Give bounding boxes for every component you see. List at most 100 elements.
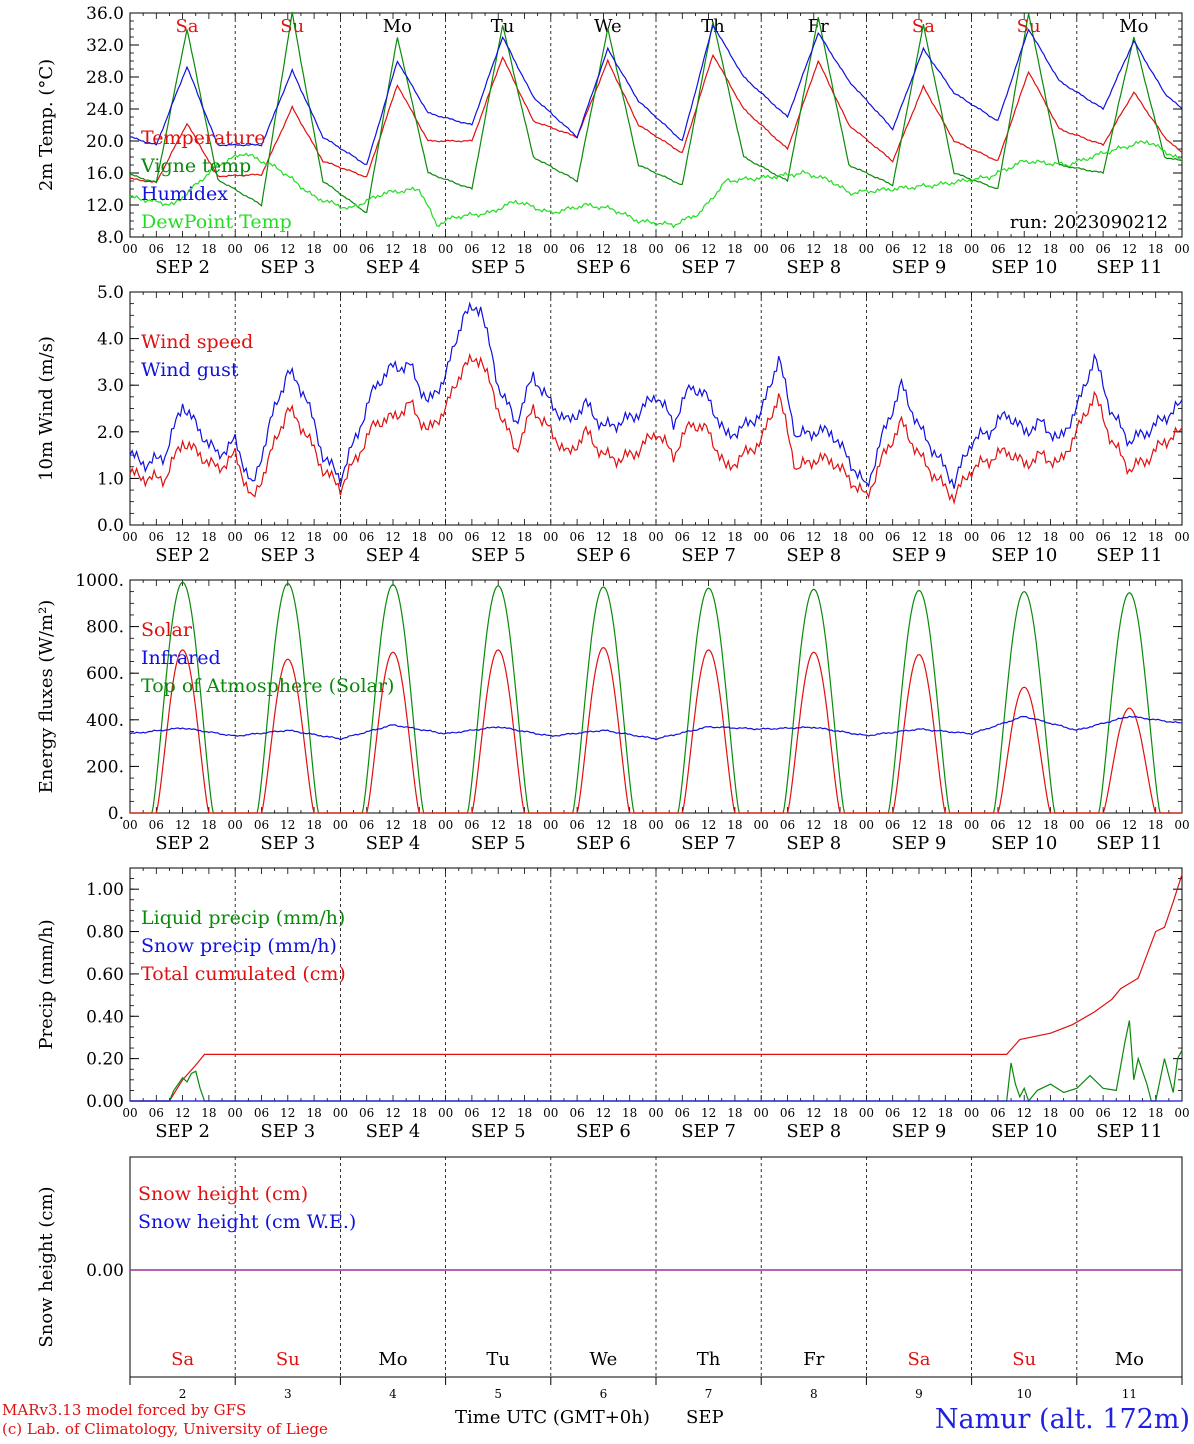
hour-label: 06 bbox=[359, 818, 374, 832]
y-axis-label: 10m Wind (m/s) bbox=[36, 336, 57, 481]
hour-label: 18 bbox=[306, 242, 321, 256]
panel-5: Snow height (cm) 0.00 Snow height (cm) Snow… bbox=[36, 1156, 1183, 1401]
series-line-wind-speed bbox=[129, 352, 1183, 505]
hour-label: 18 bbox=[622, 530, 637, 544]
hour-label: 12 bbox=[596, 530, 611, 544]
station-name: Namur (alt. 172m) bbox=[935, 1404, 1190, 1435]
panel-frame bbox=[129, 12, 1183, 238]
day-label: SEP 9 bbox=[892, 257, 947, 278]
hour-label: 12 bbox=[1017, 1106, 1032, 1120]
weekday-label: Su bbox=[276, 1349, 300, 1370]
weekday-label: Th bbox=[697, 1349, 721, 1370]
weekday-label: Tu bbox=[486, 1349, 510, 1370]
hour-label: 06 bbox=[1095, 242, 1110, 256]
hour-label: 18 bbox=[306, 1106, 321, 1120]
weekday-label: Mo bbox=[1115, 1349, 1144, 1370]
hour-label: 06 bbox=[149, 242, 164, 256]
series-line-wind-gust bbox=[129, 301, 1183, 489]
weekday-label: Su bbox=[280, 16, 304, 37]
day-label: SEP 3 bbox=[260, 1121, 315, 1142]
hour-label: 12 bbox=[1122, 530, 1137, 544]
hour-label: 06 bbox=[149, 1106, 164, 1120]
day-label: SEP 5 bbox=[471, 257, 526, 278]
hour-label: 18 bbox=[1043, 530, 1058, 544]
y-tick-label: 2.0 bbox=[97, 423, 124, 443]
hour-label: 12 bbox=[175, 530, 190, 544]
hour-label: 06 bbox=[885, 1106, 900, 1120]
hour-label: 18 bbox=[727, 242, 742, 256]
hour-label: 12 bbox=[701, 818, 716, 832]
hour-label: 18 bbox=[1148, 530, 1163, 544]
weekday-label: Su bbox=[1017, 16, 1041, 37]
hour-label: 00 bbox=[543, 242, 558, 256]
hour-label: 12 bbox=[175, 818, 190, 832]
hour-label: 06 bbox=[254, 818, 269, 832]
y-tick-label: 1.00 bbox=[86, 880, 124, 900]
weekday-label: Mo bbox=[383, 16, 412, 37]
y-axis-label: Energy fluxes (W/m²) bbox=[36, 600, 57, 794]
hour-label: 18 bbox=[517, 1106, 532, 1120]
hour-label: 12 bbox=[806, 530, 821, 544]
day-label: SEP 6 bbox=[576, 545, 631, 566]
y-tick-label: 1000. bbox=[75, 571, 124, 591]
weekday-label: Sa bbox=[907, 1349, 930, 1370]
hour-label: 06 bbox=[359, 242, 374, 256]
hour-label: 00 bbox=[1174, 530, 1189, 544]
y-tick-label: 0.00 bbox=[86, 1261, 124, 1281]
legend-entry: Total cumulated (cm) bbox=[141, 963, 346, 985]
hour-label: 06 bbox=[254, 530, 269, 544]
hour-label: 18 bbox=[1148, 242, 1163, 256]
series-line-total-cumulated-cm- bbox=[130, 874, 1183, 1102]
hour-label: 18 bbox=[412, 530, 427, 544]
day-label: SEP 7 bbox=[681, 1121, 736, 1142]
hour-label: 18 bbox=[1148, 1106, 1163, 1120]
weekday-label: Fr bbox=[803, 1349, 824, 1370]
hour-label: 06 bbox=[569, 818, 584, 832]
hour-label: 18 bbox=[412, 242, 427, 256]
hour-label: 12 bbox=[491, 818, 506, 832]
model-credit: MARv3.13 model forced by GFS bbox=[2, 1401, 246, 1419]
y-tick-label: 0.80 bbox=[86, 923, 124, 943]
day-number: 11 bbox=[1122, 1387, 1137, 1401]
hour-label: 06 bbox=[780, 818, 795, 832]
weekday-label: Su bbox=[1012, 1349, 1036, 1370]
legend-entry: Snow height (cm) bbox=[138, 1183, 308, 1205]
hour-label: 18 bbox=[832, 242, 847, 256]
day-label: SEP 4 bbox=[366, 257, 421, 278]
hour-label: 12 bbox=[806, 818, 821, 832]
legend-entry: Snow precip (mm/h) bbox=[141, 935, 337, 957]
y-tick-label: 28.0 bbox=[86, 68, 124, 88]
y-tick-label: 400. bbox=[86, 711, 124, 731]
day-label: SEP 2 bbox=[155, 545, 210, 566]
day-label: SEP 7 bbox=[681, 833, 736, 854]
hour-label: 12 bbox=[701, 1106, 716, 1120]
hour-label: 00 bbox=[543, 1106, 558, 1120]
y-tick-label: 3.0 bbox=[97, 376, 124, 396]
day-label: SEP 8 bbox=[786, 833, 841, 854]
weekday-label: Sa bbox=[171, 1349, 194, 1370]
hour-label: 06 bbox=[149, 530, 164, 544]
hour-label: 06 bbox=[780, 242, 795, 256]
hour-label: 18 bbox=[306, 818, 321, 832]
y-tick-label: 16.0 bbox=[86, 164, 124, 184]
hour-label: 00 bbox=[1174, 242, 1189, 256]
legend-entry: Top of Atmosphere (Solar) bbox=[141, 675, 394, 697]
hour-label: 12 bbox=[491, 530, 506, 544]
day-number: 8 bbox=[810, 1387, 818, 1401]
hour-label: 00 bbox=[648, 242, 663, 256]
hour-label: 18 bbox=[727, 1106, 742, 1120]
hour-label: 06 bbox=[780, 530, 795, 544]
hour-label: 18 bbox=[832, 818, 847, 832]
day-number: 7 bbox=[705, 1387, 713, 1401]
hour-label: 12 bbox=[1122, 1106, 1137, 1120]
hour-label: 00 bbox=[754, 530, 769, 544]
hour-label: 00 bbox=[438, 1106, 453, 1120]
hour-label: 12 bbox=[385, 242, 400, 256]
hour-label: 00 bbox=[859, 530, 874, 544]
day-label: SEP 11 bbox=[1096, 545, 1162, 566]
hour-label: 00 bbox=[964, 818, 979, 832]
hour-label: 12 bbox=[385, 530, 400, 544]
hour-label: 18 bbox=[1043, 818, 1058, 832]
legend-entry: Vigne temp bbox=[140, 155, 251, 177]
